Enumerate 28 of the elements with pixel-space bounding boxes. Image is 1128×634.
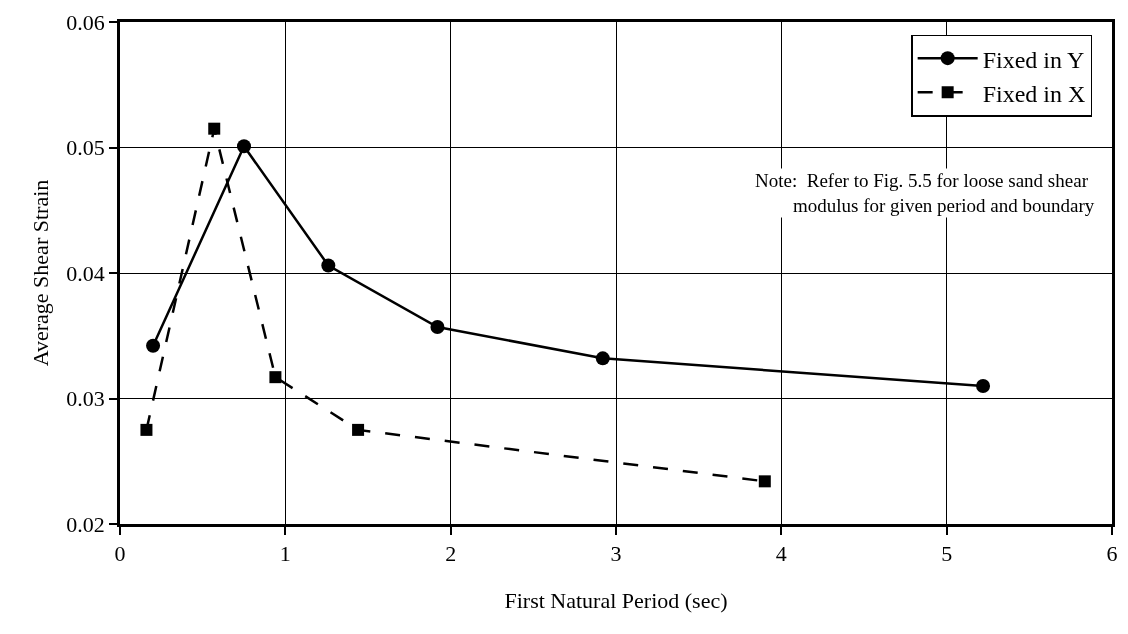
y-tick-label: 0.06 [66, 9, 105, 35]
x-tick-label: 5 [941, 541, 953, 567]
x-tick-label: 0 [114, 541, 126, 567]
point [758, 475, 771, 488]
y-axis-title: Average Shear Strain [28, 179, 54, 367]
legend-label: Fixed in X [982, 80, 1086, 107]
x-tick-label: 4 [775, 541, 787, 567]
point [976, 378, 991, 393]
legend-label: Fixed in Y [982, 46, 1085, 73]
point [269, 371, 282, 384]
x-tick-label: 2 [445, 541, 457, 567]
y-tick-label: 0.03 [66, 386, 105, 412]
point [208, 122, 221, 135]
y-tick-label: 0.04 [66, 260, 105, 286]
x-tick-label: 6 [1106, 541, 1118, 567]
annotation: Note: Refer to Fig. 5.5 for loose sand shear modulus for given period and boundary [755, 170, 1095, 216]
point [140, 423, 153, 436]
x-axis-title: First Natural Period (sec) [504, 588, 728, 614]
point [146, 338, 161, 353]
x-tick-label: 1 [279, 541, 291, 567]
point [430, 319, 445, 334]
point [321, 258, 336, 273]
y-tick-label: 0.02 [66, 511, 105, 537]
point [595, 351, 610, 366]
x-tick-label: 3 [610, 541, 622, 567]
point [237, 139, 251, 154]
point [352, 423, 365, 436]
y-tick-label: 0.05 [66, 135, 105, 161]
